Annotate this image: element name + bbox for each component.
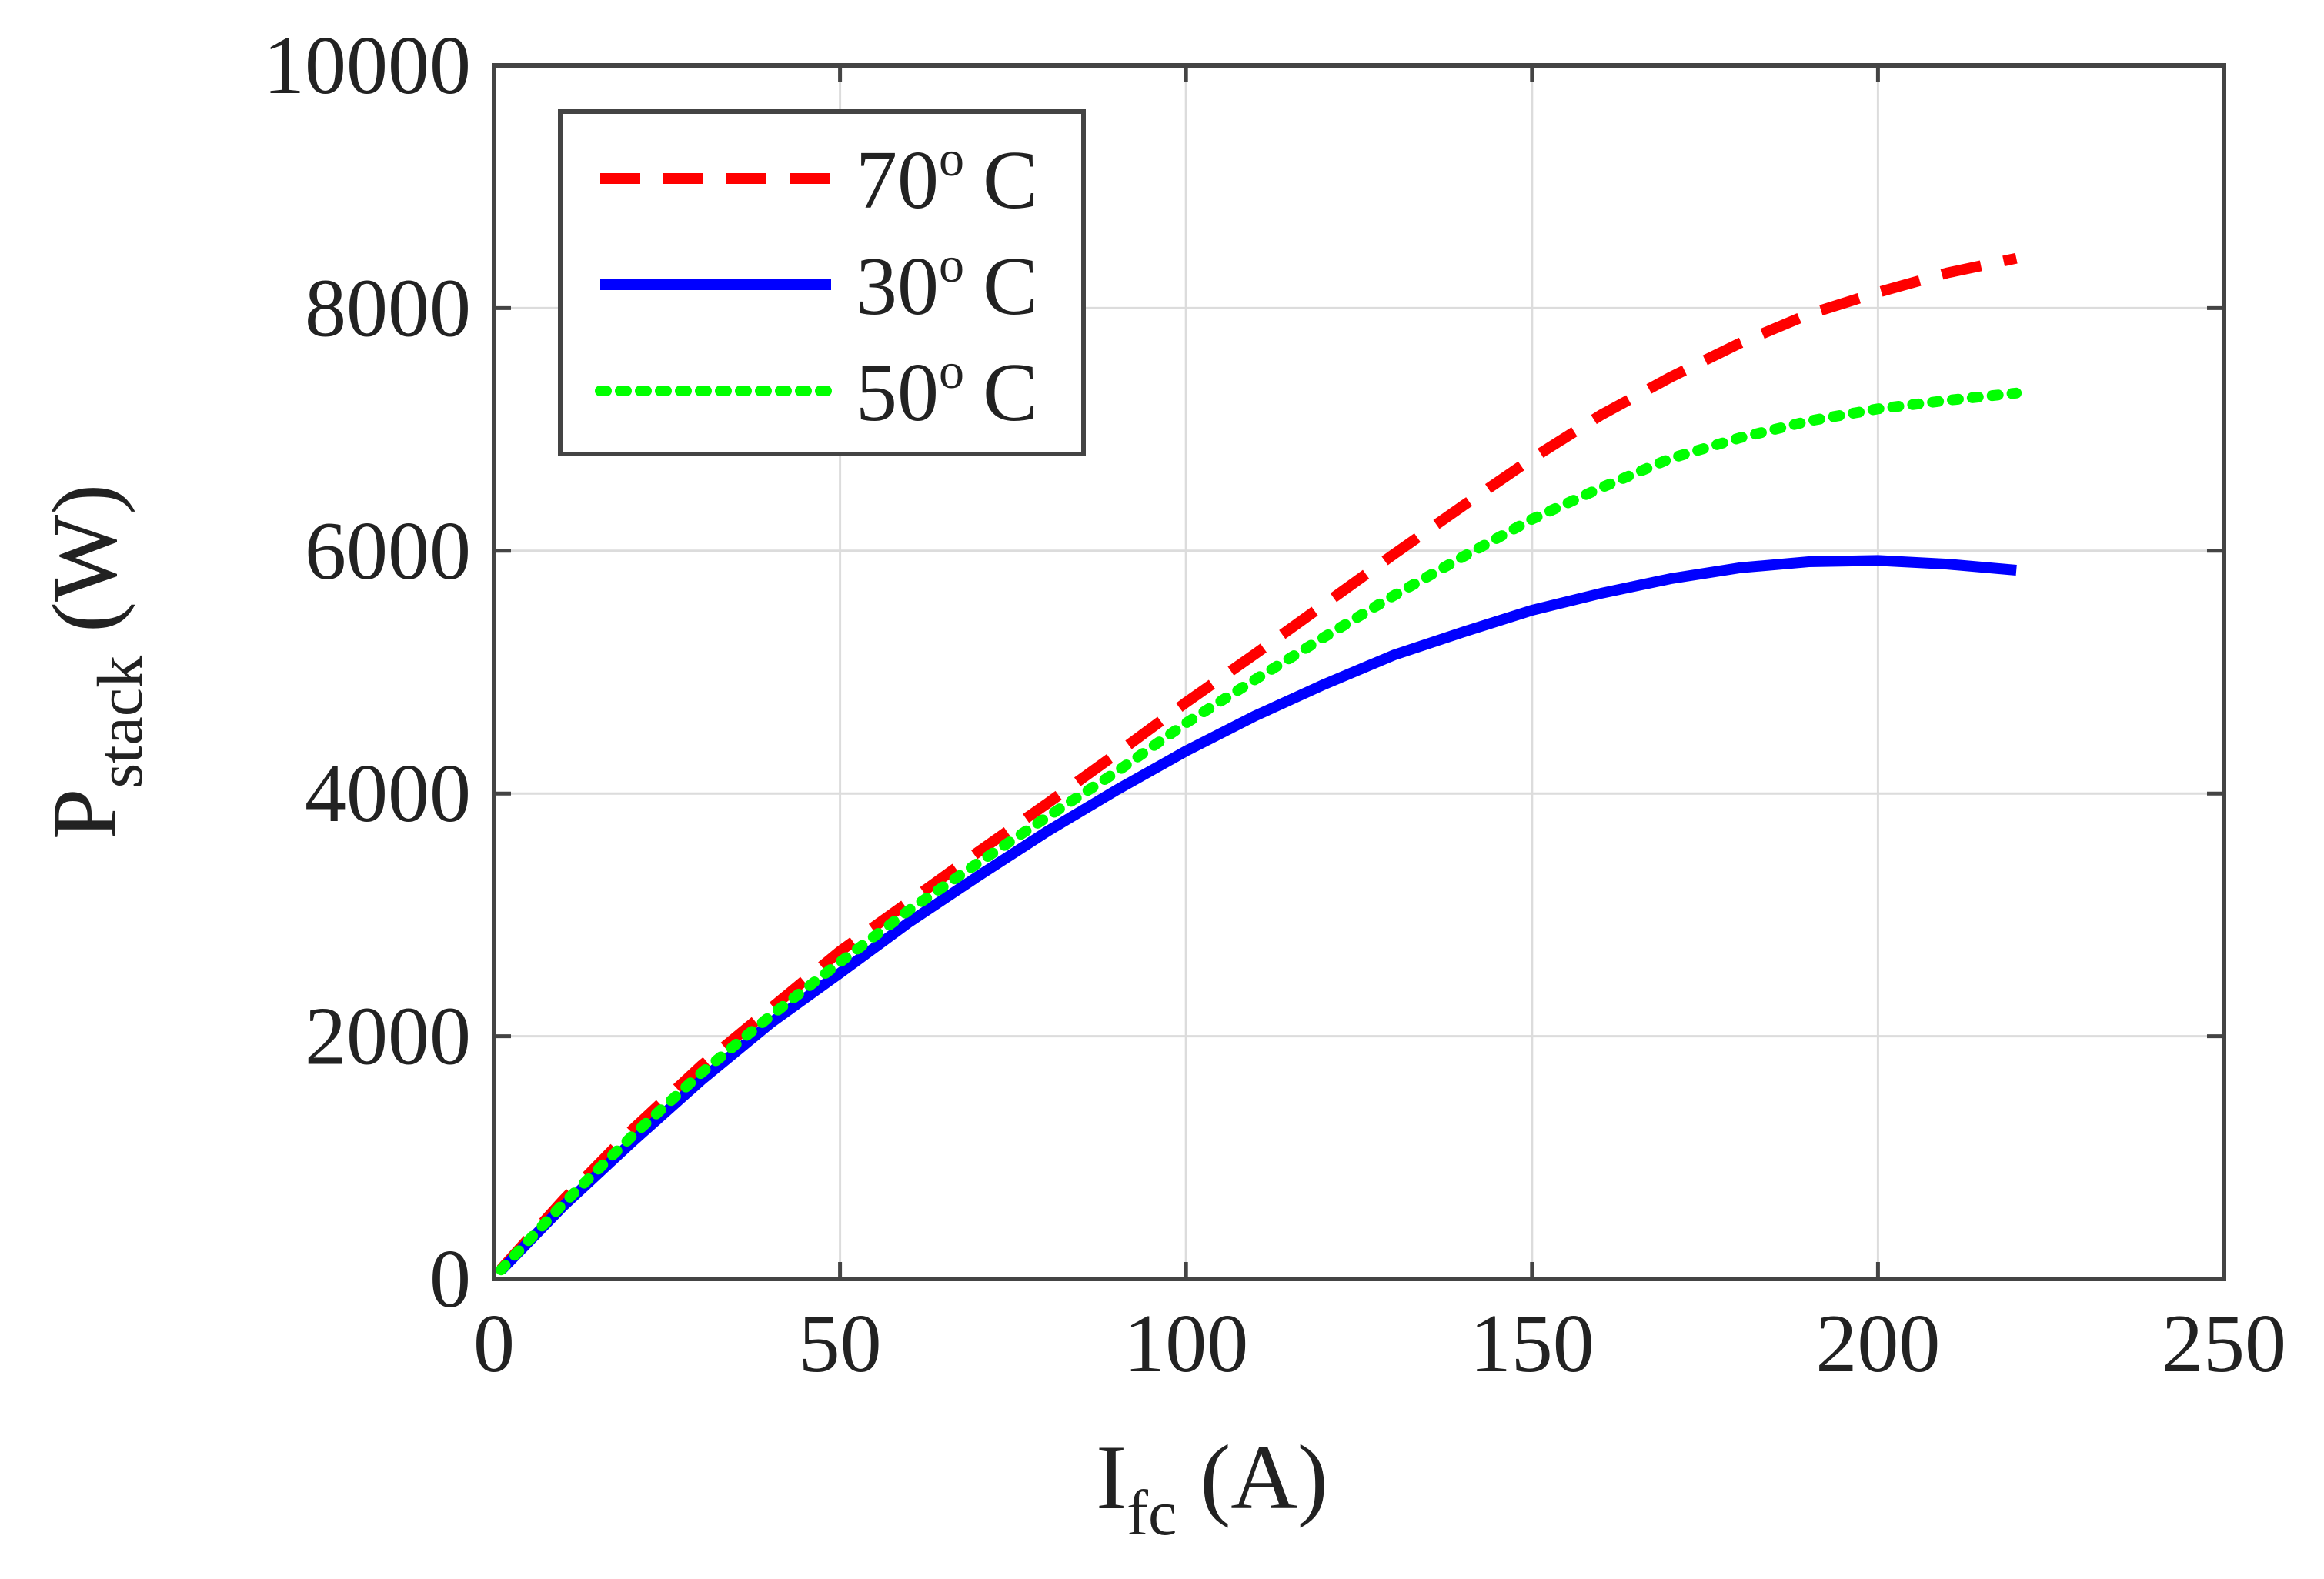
x-tick-label-0: 0 <box>473 1298 515 1390</box>
x-axis-title-unit: (A) <box>1200 1426 1328 1528</box>
legend-label-50-unit: C <box>983 347 1038 439</box>
legend-label-70-unit: C <box>983 135 1038 226</box>
plot-frame <box>492 63 2226 1281</box>
x-tick-label-200: 200 <box>1815 1298 1940 1390</box>
grid <box>493 64 2225 1280</box>
x-tick-label-250: 250 <box>2162 1298 2286 1390</box>
legend-label-70-value: 70 <box>856 135 939 226</box>
y-tick-label-6000: 6000 <box>305 506 471 597</box>
y-axis-title-main: P <box>33 789 135 840</box>
x-axis-title: Ifc (A) <box>1096 1426 1328 1549</box>
legend-label-50-sup: o <box>939 343 964 399</box>
series-lines <box>496 252 2022 1276</box>
y-axis-title-sub: stack <box>85 656 156 789</box>
series-line-50 <box>496 387 2022 1276</box>
y-tick-label-8000: 8000 <box>305 262 471 354</box>
legend-label-70-sup: o <box>939 131 964 187</box>
y-axis-title-unit: (W) <box>33 484 135 633</box>
y-tick-label-10000: 10000 <box>263 20 471 112</box>
legend-label-30-unit: C <box>983 241 1038 332</box>
legend-label-70: 70o C <box>856 131 1038 226</box>
axis-ticks: 0 50 100 150 200 250 0 2000 4000 6000 8000 10000 <box>263 20 2286 1390</box>
x-tick-label-100: 100 <box>1124 1298 1248 1390</box>
legend-label-30: 30o C <box>856 237 1038 332</box>
legend-label-50-value: 50 <box>856 347 939 439</box>
x-axis-title-sub: fc <box>1127 1477 1177 1549</box>
x-tick-label-50: 50 <box>799 1298 882 1390</box>
series-line-70 <box>496 252 2018 1274</box>
series-line-30 <box>496 555 2017 1274</box>
legend: 70o C 30o C 50o C <box>558 109 1086 456</box>
legend-label-30-value: 30 <box>856 241 939 332</box>
legend-label-30-sup: o <box>939 237 964 293</box>
x-tick-label-150: 150 <box>1470 1298 1594 1390</box>
y-tick-label-2000: 2000 <box>305 991 471 1083</box>
y-axis-title: Pstack (W) <box>33 484 156 840</box>
legend-label-50: 50o C <box>856 343 1038 439</box>
y-tick-label-0: 0 <box>429 1233 471 1325</box>
y-tick-label-4000: 4000 <box>305 748 471 840</box>
x-axis-title-main: I <box>1096 1426 1127 1528</box>
